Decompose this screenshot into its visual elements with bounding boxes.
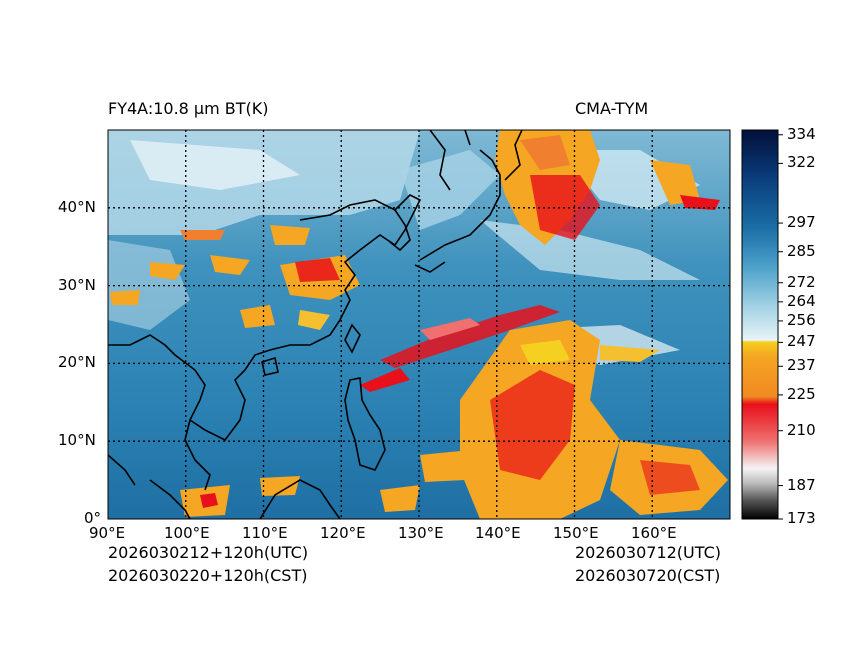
valid-time-utc: 2026030712(UTC) (575, 543, 721, 562)
colorbar-label: 210 (787, 420, 816, 439)
valid-time-cst: 2026030720(CST) (575, 566, 721, 585)
model-name: CMA-TYM (575, 99, 649, 118)
colorbar (741, 129, 779, 520)
colorbar-ticks (778, 134, 783, 520)
lon-label-160: 160°E (631, 524, 677, 542)
cloud-band-subtropical (360, 305, 560, 392)
lat-label-10: 10°N (58, 431, 96, 449)
colorbar-label: 322 (787, 153, 816, 172)
cloud-cluster-tropical (180, 320, 728, 519)
lon-label-140: 140°E (475, 524, 521, 542)
lon-label-150: 150°E (553, 524, 599, 542)
lon-label-100: 100°E (164, 524, 210, 542)
lon-label-110: 110°E (242, 524, 288, 542)
colorbar-label: 272 (787, 272, 816, 291)
colorbar-label: 256 (787, 310, 816, 329)
colorbar-label: 334 (787, 124, 816, 143)
colorbar-label: 187 (787, 475, 816, 494)
colorbar-label: 264 (787, 291, 816, 310)
map-frame (107, 129, 731, 520)
init-time-cst: 2026030220+120h(CST) (108, 566, 308, 585)
colorbar-label: 285 (787, 241, 816, 260)
colorbar-label: 247 (787, 332, 816, 351)
map-title: FY4A:10.8 µm BT(K) (108, 99, 269, 118)
graticule (108, 130, 730, 519)
lat-label-0: 0° (84, 509, 102, 527)
lat-label-30: 30°N (58, 276, 96, 294)
satellite-image (108, 130, 730, 519)
lon-label-120: 120°E (320, 524, 366, 542)
lat-label-40: 40°N (58, 198, 96, 216)
colorbar-label: 237 (787, 356, 816, 375)
init-time-utc: 2026030212+120h(UTC) (108, 543, 309, 562)
lat-label-20: 20°N (58, 353, 96, 371)
colorbar-label: 173 (787, 509, 816, 527)
colorbar-label: 225 (787, 384, 816, 403)
colorbar-label: 297 (787, 213, 816, 232)
lon-label-90: 90°E (89, 524, 126, 542)
lon-label-130: 130°E (398, 524, 444, 542)
cloud-cluster-china (110, 225, 360, 330)
